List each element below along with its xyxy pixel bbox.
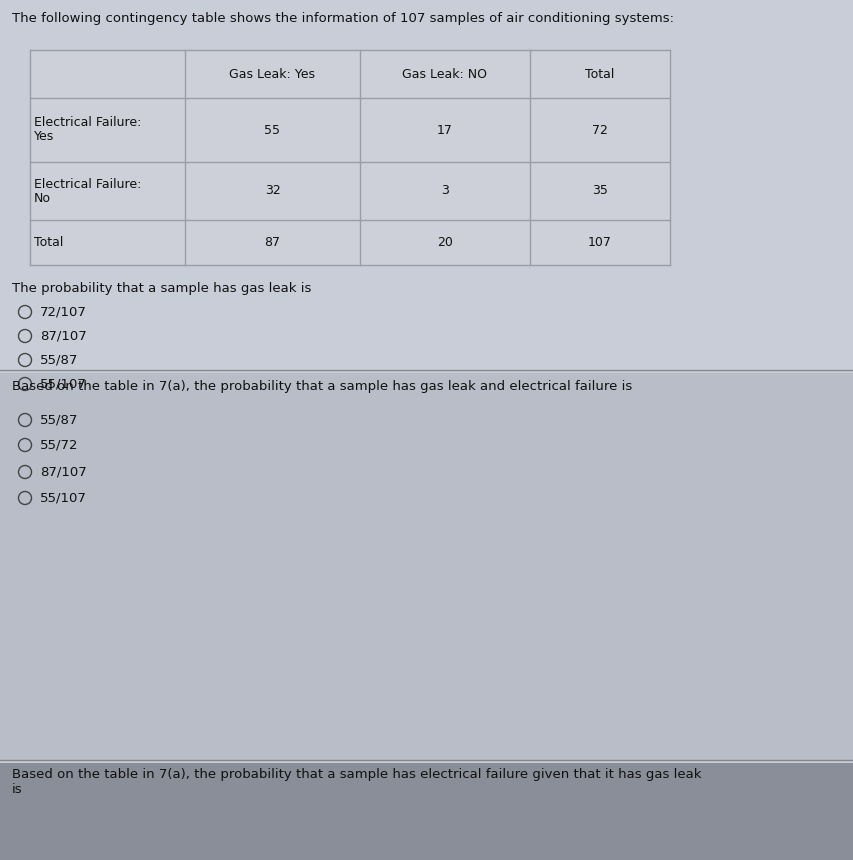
Text: Yes: Yes: [34, 131, 55, 144]
Text: Electrical Failure:: Electrical Failure:: [34, 116, 142, 130]
Text: 55/107: 55/107: [40, 378, 87, 390]
Bar: [30, 50, 670, 265]
Text: 17: 17: [437, 124, 452, 137]
Text: The following contingency table shows the information of 107 samples of air cond: The following contingency table shows th…: [12, 12, 673, 25]
Text: Gas Leak: NO: Gas Leak: NO: [402, 67, 487, 81]
Text: 107: 107: [588, 236, 612, 249]
Text: Total: Total: [584, 67, 614, 81]
Text: 87/107: 87/107: [40, 465, 87, 478]
Text: Electrical Failure:: Electrical Failure:: [34, 177, 142, 191]
Text: 55/107: 55/107: [40, 492, 87, 505]
Text: 55/87: 55/87: [40, 414, 78, 427]
Text: 35: 35: [591, 185, 607, 198]
Text: 87/107: 87/107: [40, 329, 87, 342]
Text: Based on the table in 7(a), the probability that a sample has gas leak and elect: Based on the table in 7(a), the probabil…: [12, 380, 631, 393]
Text: The probability that a sample has gas leak is: The probability that a sample has gas le…: [12, 282, 311, 295]
Text: 72: 72: [591, 124, 607, 137]
Bar: [0, 763, 853, 860]
Text: 72/107: 72/107: [40, 305, 87, 318]
Text: 32: 32: [264, 185, 280, 198]
Text: Based on the table in 7(a), the probability that a sample has electrical failure: Based on the table in 7(a), the probabil…: [12, 768, 700, 796]
Text: Gas Leak: Yes: Gas Leak: Yes: [229, 67, 315, 81]
Bar: [0, 0, 853, 370]
Text: 3: 3: [440, 185, 449, 198]
Text: No: No: [34, 192, 51, 205]
Text: 20: 20: [437, 236, 452, 249]
Bar: [0, 373, 853, 760]
Text: 55/72: 55/72: [40, 439, 78, 452]
Text: Total: Total: [34, 236, 63, 249]
Text: 87: 87: [264, 236, 280, 249]
Text: 55/87: 55/87: [40, 353, 78, 366]
Text: 55: 55: [264, 124, 280, 137]
